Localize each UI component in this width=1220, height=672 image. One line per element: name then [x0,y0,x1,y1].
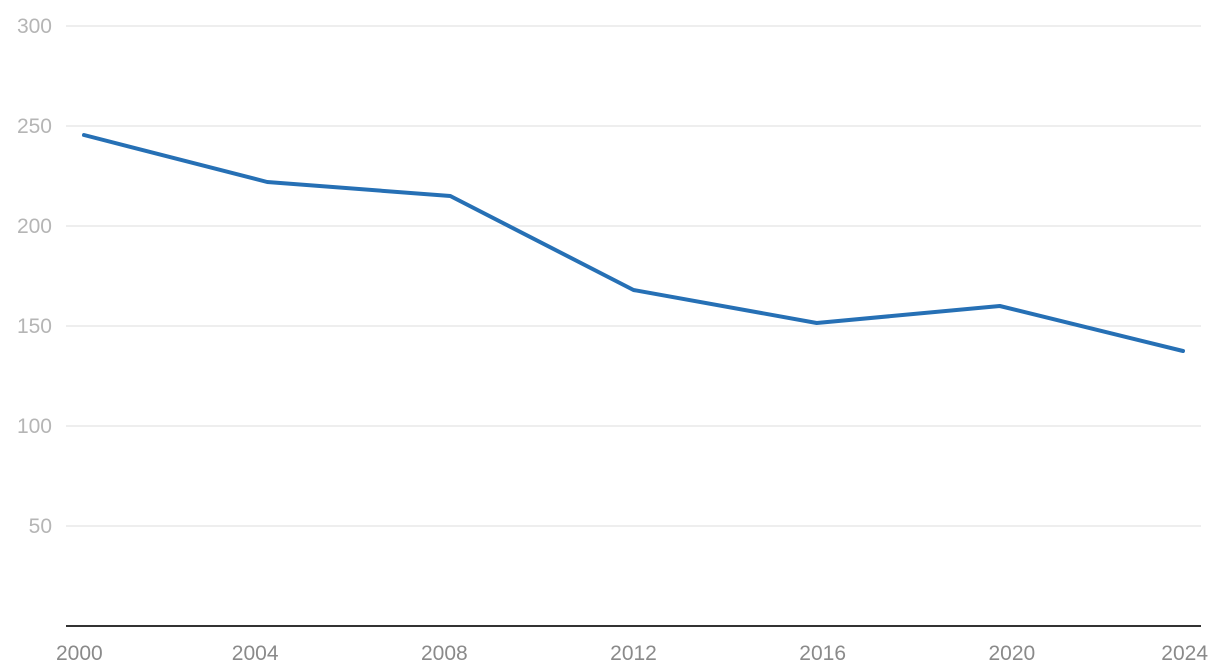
y-tick-label: 250 [17,115,52,138]
x-axis-ticks: 2000 2004 2008 2012 2016 2020 2024 [56,642,1208,665]
x-tick-label: 2024 [1161,642,1208,665]
x-tick-label: 2008 [421,642,468,665]
y-axis-ticks: 50 100 150 200 250 300 [17,15,52,538]
series-layer [82,133,1185,353]
x-tick-label: 2012 [610,642,657,665]
y-tick-label: 50 [29,515,52,538]
gridlines [66,25,1201,527]
x-tick-label: 2020 [988,642,1035,665]
y-tick-label: 100 [17,415,52,438]
x-tick-label: 2016 [799,642,846,665]
y-tick-label: 300 [17,15,52,38]
y-tick-label: 150 [17,315,52,338]
y-tick-label: 200 [17,215,52,238]
series-line-0 [82,133,1185,353]
x-tick-label: 2004 [232,642,279,665]
x-tick-label: 2000 [56,642,103,665]
